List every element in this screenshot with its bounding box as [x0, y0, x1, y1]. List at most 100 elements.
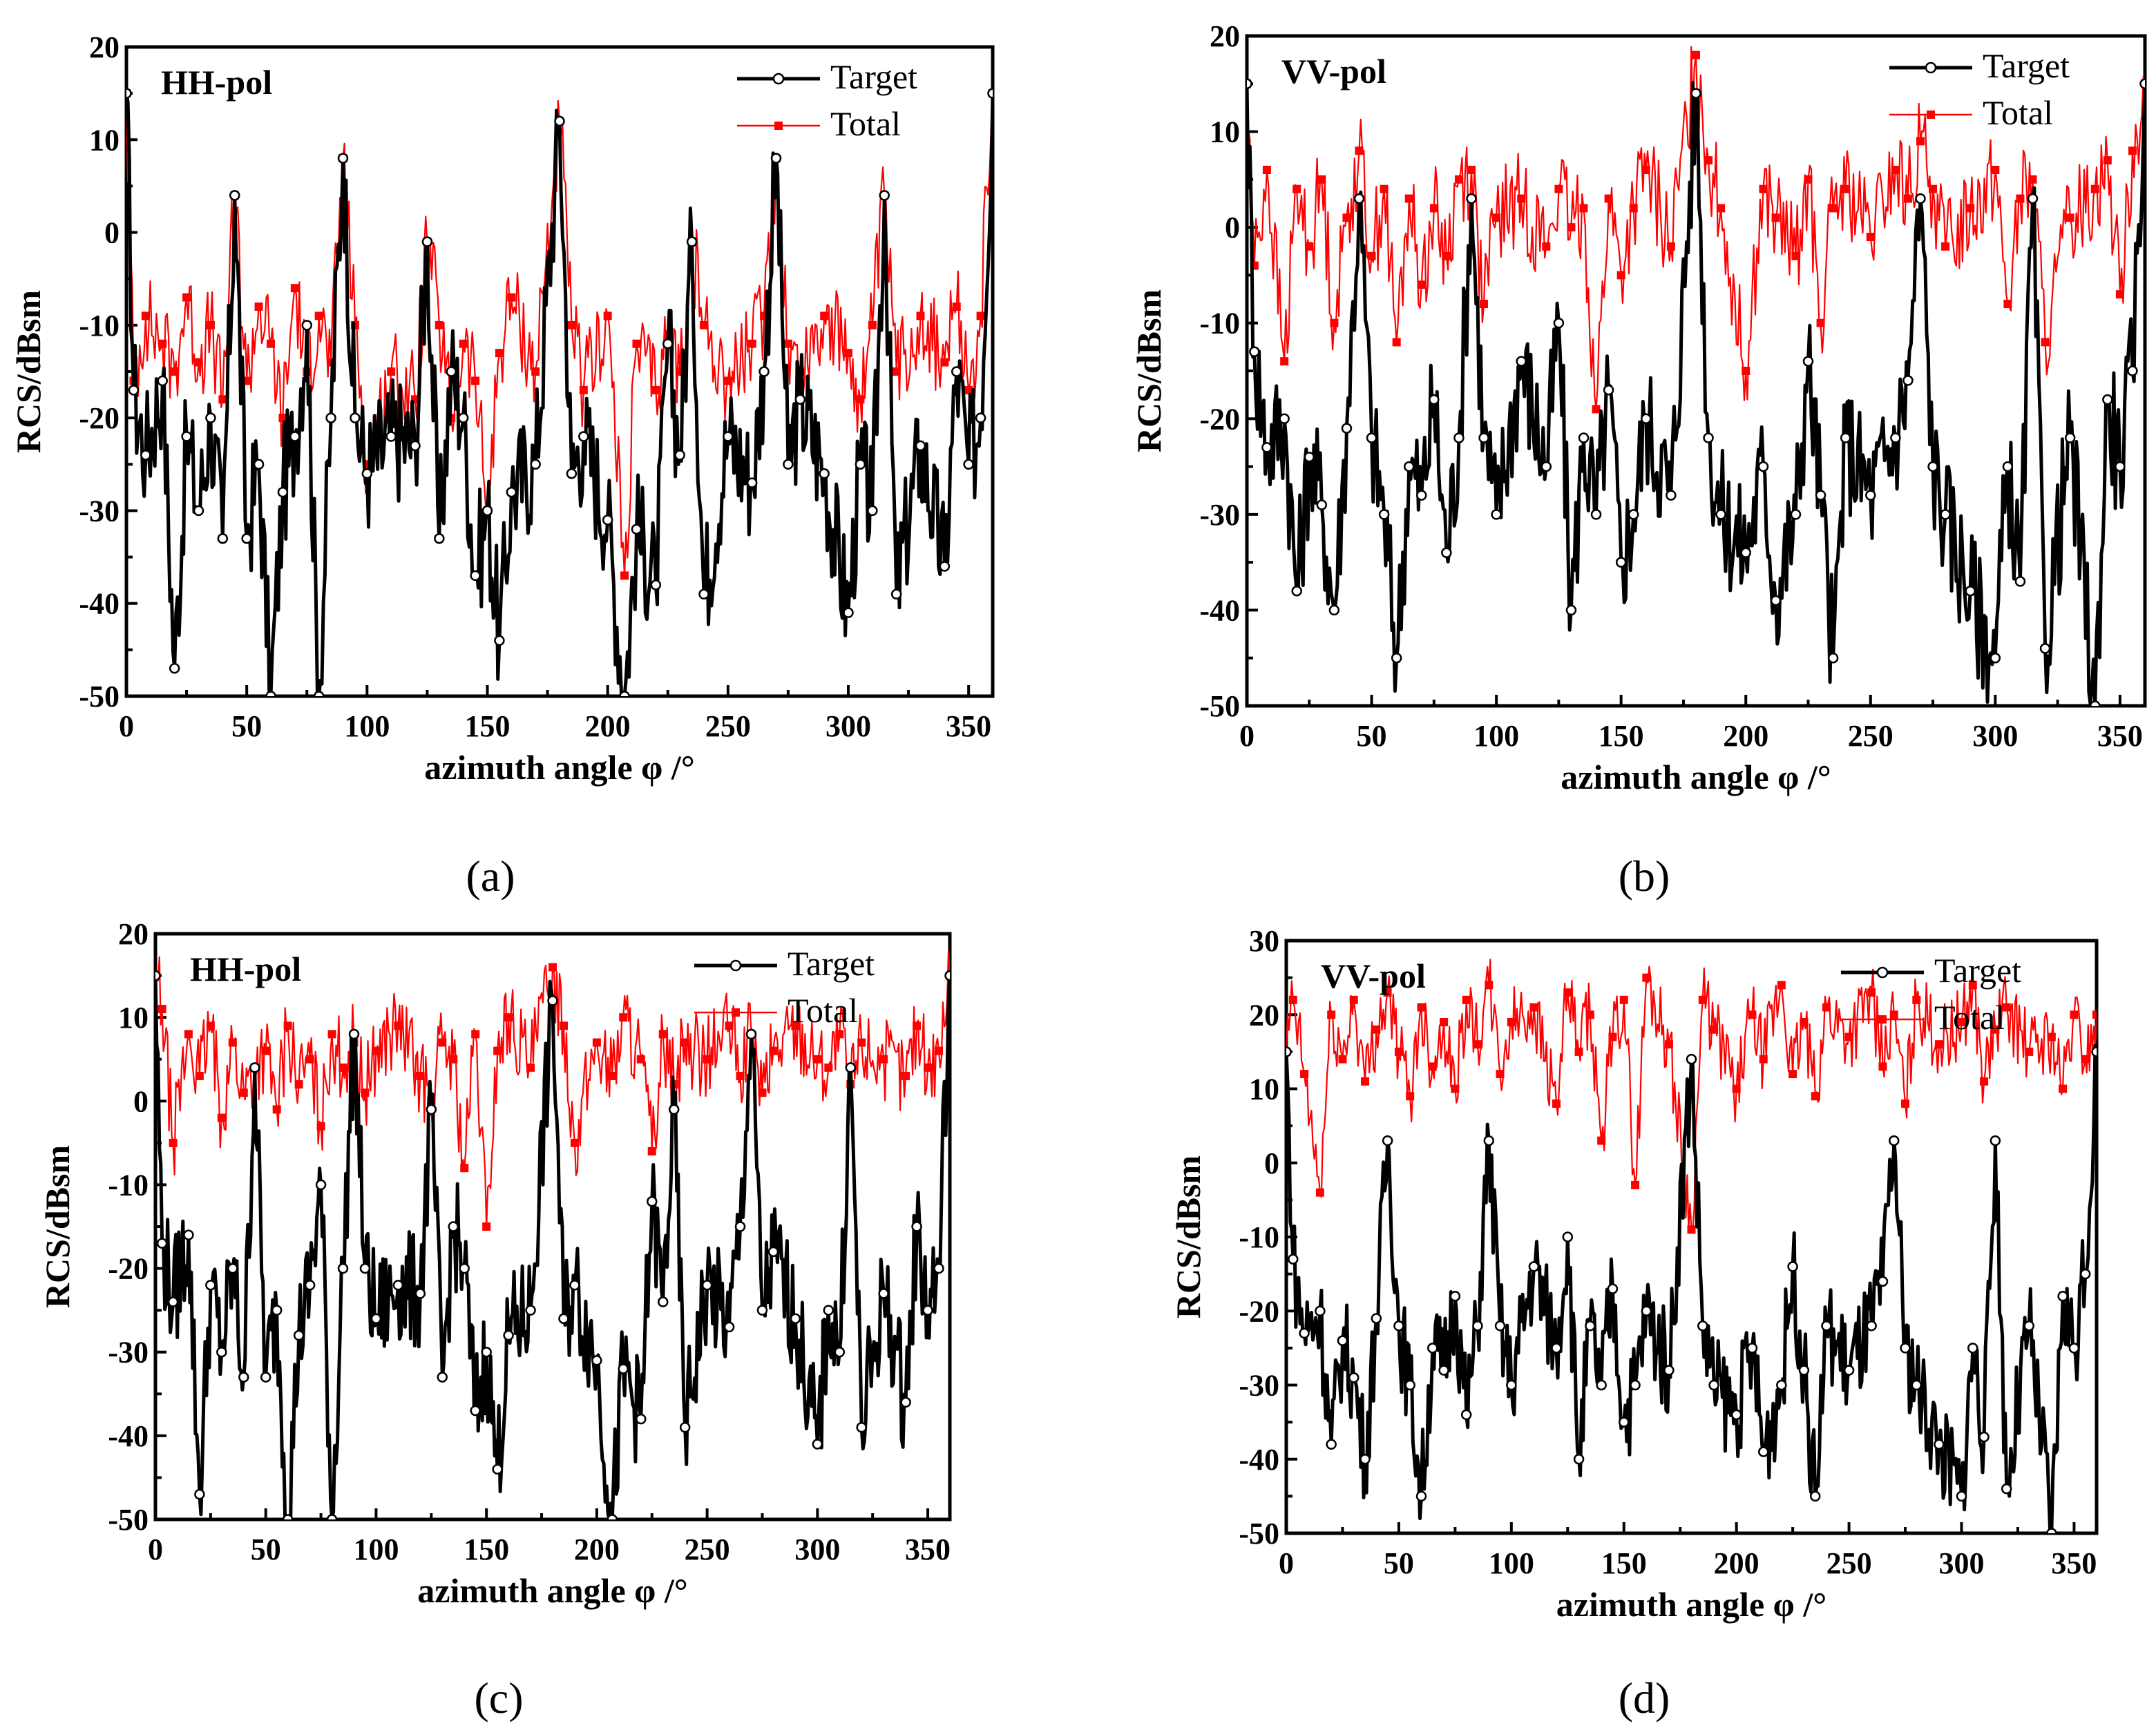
total-marker: [531, 367, 540, 376]
target-marker: [2102, 394, 2113, 405]
y-tick-label: 10: [89, 123, 120, 157]
total-marker: [1704, 156, 1713, 165]
x-tick-label: 300: [794, 1533, 840, 1566]
target-marker: [547, 995, 558, 1006]
total-marker: [1554, 184, 1563, 193]
total-marker: [1664, 1040, 1673, 1049]
total-marker: [1642, 973, 1651, 982]
y-tick-label: -30: [1239, 1369, 1279, 1403]
total-marker: [758, 1088, 767, 1097]
target-marker: [525, 1305, 536, 1316]
total-marker: [913, 1021, 922, 1030]
x-tick-label: 100: [353, 1533, 399, 1566]
total-marker: [570, 1138, 579, 1147]
total-marker: [1440, 1017, 1449, 1026]
legend-target-label: Target: [788, 944, 875, 983]
total-marker: [725, 1021, 734, 1030]
x-tick-label: 100: [344, 709, 390, 743]
total-marker: [1517, 194, 1526, 203]
series-line-target: [155, 975, 950, 1519]
y-tick-label: -20: [1239, 1294, 1279, 1328]
target-marker: [2046, 1528, 2057, 1533]
total-marker: [228, 1038, 237, 1047]
target-marker: [313, 691, 325, 696]
target-marker: [975, 412, 986, 423]
target-marker: [1393, 1320, 1404, 1332]
total-marker: [314, 311, 323, 320]
target-marker: [783, 459, 794, 470]
target-marker: [140, 450, 151, 461]
target-marker: [1866, 1320, 1877, 1332]
target-marker: [205, 412, 216, 423]
total-marker: [338, 1063, 347, 1072]
target-marker: [282, 1514, 294, 1519]
target-marker: [2001, 1483, 2012, 1495]
target-marker: [169, 662, 180, 674]
target-marker: [1438, 1365, 1449, 1376]
pol-label: VV-pol: [1321, 957, 1426, 995]
target-marker: [745, 1028, 757, 1040]
panel-c: 0 50 100 150 200 250 300 350 -50 -40 -30 -20 -10 0 10 2…: [38, 917, 952, 1722]
target-marker: [1404, 1379, 1415, 1391]
target-marker: [194, 1488, 205, 1500]
target-marker: [1247, 78, 1252, 90]
total-marker: [305, 1055, 314, 1064]
target-marker: [1840, 432, 1851, 443]
target-marker: [686, 236, 698, 247]
total-marker: [1349, 995, 1358, 1004]
total-marker: [1629, 204, 1638, 213]
target-marker: [2091, 1046, 2097, 1057]
total-marker: [1980, 1077, 1989, 1086]
total-marker: [1748, 1010, 1757, 1019]
total-marker: [182, 293, 191, 302]
target-marker: [900, 1396, 911, 1408]
target-marker: [350, 412, 361, 423]
total-marker: [1567, 223, 1576, 232]
target-marker: [1249, 346, 1260, 358]
total-marker: [747, 339, 756, 348]
target-marker: [636, 1413, 647, 1425]
y-tick-label: -40: [1199, 593, 1240, 627]
total-marker: [327, 1030, 336, 1039]
target-marker: [1641, 1305, 1652, 1316]
target-marker: [1360, 1454, 1371, 1465]
total-marker: [1429, 204, 1438, 213]
y-tick-label: -30: [108, 1336, 149, 1370]
x-tick-label: 50: [1384, 1546, 1414, 1580]
legend-target-label: Target: [830, 57, 917, 96]
target-marker: [301, 320, 312, 331]
total-marker: [1732, 1084, 1741, 1093]
x-tick-label: 150: [1601, 1546, 1647, 1580]
total-marker: [579, 385, 588, 394]
total-marker: [1968, 981, 1977, 990]
total-marker: [1771, 213, 1780, 222]
target-marker: [1596, 1379, 1607, 1391]
target-marker: [1441, 547, 1452, 559]
series-total: [1247, 46, 2145, 414]
target-marker: [987, 88, 993, 99]
target-marker: [238, 1372, 249, 1383]
target-marker: [2127, 365, 2138, 376]
total-marker: [620, 571, 629, 580]
target-marker: [1326, 1439, 1337, 1450]
total-marker: [1608, 1033, 1617, 1041]
target-marker: [315, 1179, 327, 1191]
total-marker: [2128, 146, 2137, 155]
target-marker: [1403, 461, 1415, 472]
total-marker: [736, 1071, 745, 1080]
total-marker: [1355, 146, 1364, 155]
total-marker: [1451, 1084, 1460, 1093]
target-marker: [2002, 461, 2014, 472]
total-marker: [1592, 405, 1601, 414]
panel-label: (d): [1619, 1673, 1670, 1722]
x-axis-title: azimuth angle φ /°: [424, 748, 694, 787]
target-marker: [1528, 1261, 1540, 1272]
total-marker: [2059, 1084, 2068, 1093]
legend-total-label: Total: [788, 991, 858, 1030]
total-marker: [239, 1088, 248, 1097]
total-marker: [1280, 357, 1289, 366]
target-marker: [181, 431, 192, 442]
series-target: [126, 88, 993, 696]
target-marker: [1708, 1379, 1719, 1391]
y-tick-label: 0: [104, 216, 120, 250]
